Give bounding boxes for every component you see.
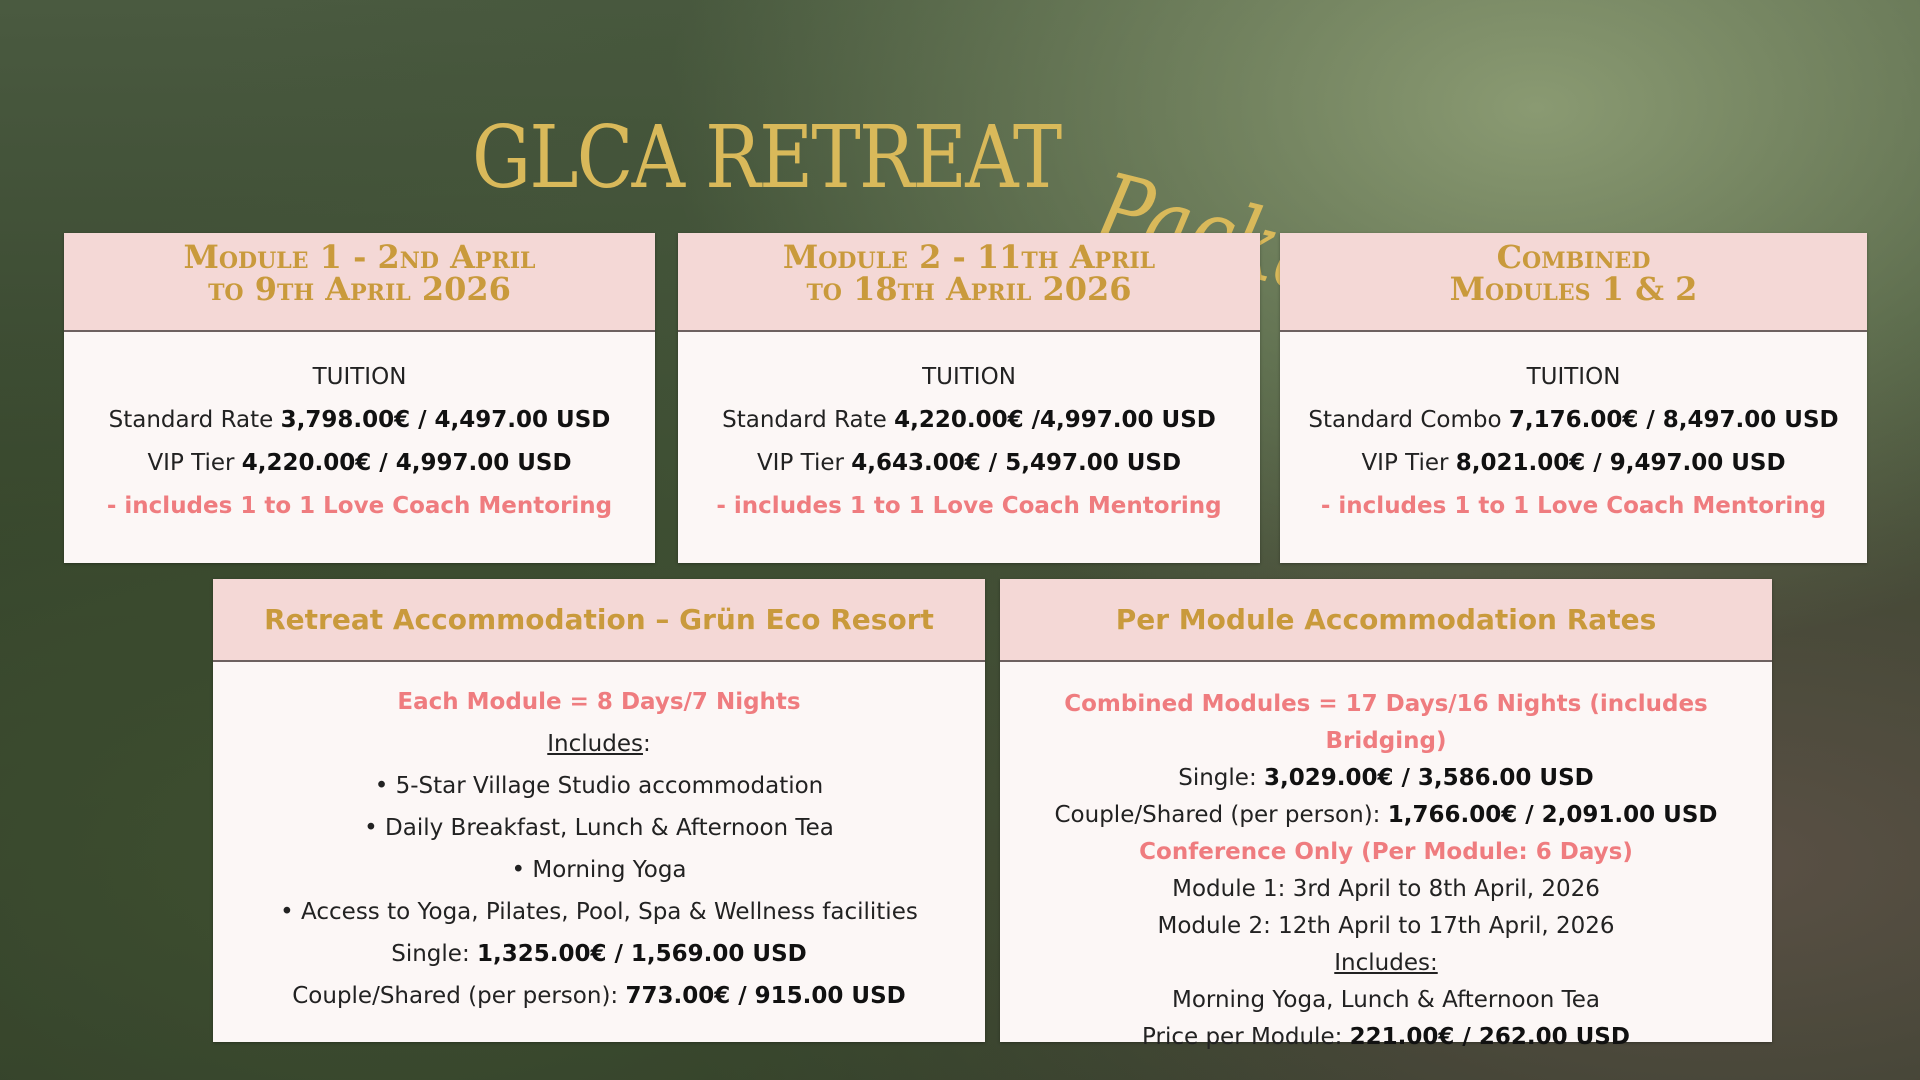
includes-label: Includes: [547, 731, 651, 757]
heading-line: Module 2 - 11th April [782, 237, 1156, 276]
price-per-module: Price per Module: 221.00€ / 262.00 USD [1142, 1024, 1630, 1050]
combined-duration: Combined Modules = 17 Days/16 Nights (in… [1064, 691, 1708, 754]
mentoring-note: - includes 1 to 1 Love Coach Mentoring [1320, 493, 1827, 519]
card-header: Retreat Accommodation – Grün Eco Resort [213, 579, 985, 662]
card-header: Per Module Accommodation Rates [1000, 579, 1772, 662]
tuition-label: TUITION [922, 364, 1016, 390]
vip-rate: VIP Tier 4,643.00€ / 5,497.00 USD [756, 450, 1182, 476]
single-rate: Single: 1,325.00€ / 1,569.00 USD [391, 941, 807, 967]
rates-card: Per Module Accommodation Rates Combined … [1000, 579, 1772, 1050]
combined-card: Combined Modules 1 & 2 TUITION Standard C… [1280, 233, 1867, 563]
heading-line: to 9th April 2026 [208, 269, 511, 308]
list-item: • Daily Breakfast, Lunch & Afternoon Tea [364, 815, 834, 841]
vip-rate: VIP Tier 4,220.00€ / 4,997.00 USD [147, 450, 572, 476]
mentoring-note: - includes 1 to 1 Love Coach Mentoring [106, 493, 613, 519]
module-2-dates: Module 2: 12th April to 17th April, 2026 [1157, 913, 1615, 939]
couple-rate: Couple/Shared (per person): 1,766.00€ / … [1054, 802, 1718, 828]
mentoring-note: - includes 1 to 1 Love Coach Mentoring [716, 493, 1222, 519]
card-header: Module 2 - 11th April to 18th April 2026 [678, 233, 1260, 332]
module-2-card: Module 2 - 11th April to 18th April 2026 … [678, 233, 1260, 563]
tuition-label: TUITION [312, 364, 407, 390]
tuition-label: TUITION [1526, 364, 1621, 390]
includes-label: Includes: [1334, 950, 1438, 976]
card-header: Combined Modules 1 & 2 [1280, 233, 1867, 332]
standard-rate: Standard Combo 7,176.00€ / 8,497.00 USD [1308, 407, 1839, 433]
list-item: • Access to Yoga, Pilates, Pool, Spa & W… [280, 899, 918, 925]
module-1-card: Module 1 - 2nd April to 9th April 2026 TU… [64, 233, 655, 563]
single-rate: Single: 3,029.00€ / 3,586.00 USD [1178, 765, 1594, 791]
duration: Each Module = 8 Days/7 Nights [397, 689, 801, 715]
couple-rate: Couple/Shared (per person): 773.00€ / 91… [292, 983, 906, 1009]
card-header: Module 1 - 2nd April to 9th April 2026 [64, 233, 655, 332]
vip-rate: VIP Tier 8,021.00€ / 9,497.00 USD [1361, 450, 1786, 476]
heading-line: Combined [1496, 237, 1651, 276]
standard-rate: Standard Rate 4,220.00€ /4,997.00 USD [722, 407, 1216, 433]
conference-only: Conference Only (Per Module: 6 Days) [1139, 839, 1633, 865]
heading-line: to 18th April 2026 [806, 269, 1132, 308]
page-title: GLCA RETREAT [472, 108, 1062, 208]
includes-text: Morning Yoga, Lunch & Afternoon Tea [1172, 987, 1600, 1013]
module-1-dates: Module 1: 3rd April to 8th April, 2026 [1172, 876, 1600, 902]
heading-line: Module 1 - 2nd April [183, 237, 536, 276]
list-item: • Morning Yoga [511, 857, 687, 883]
list-item: • 5-Star Village Studio accommodation [374, 773, 824, 799]
standard-rate: Standard Rate 3,798.00€ / 4,497.00 USD [108, 407, 611, 433]
accommodation-card: Retreat Accommodation – Grün Eco Resort … [213, 579, 985, 1042]
heading-line: Modules 1 & 2 [1449, 269, 1698, 308]
